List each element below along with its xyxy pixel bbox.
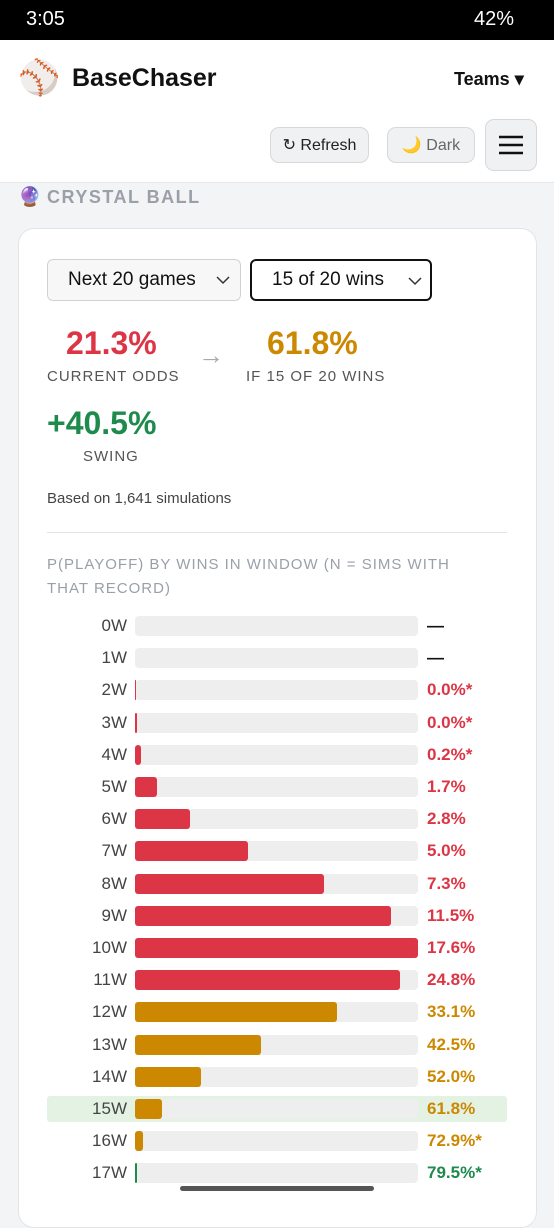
row-label: 2W (101, 680, 128, 700)
status-bar: 3:05 42% (0, 0, 554, 40)
bar (135, 712, 137, 733)
swing: +40.5% (47, 405, 157, 441)
bar-track (135, 1131, 418, 1152)
row-label: 0W (101, 616, 128, 635)
row-label: 17W (92, 1163, 127, 1183)
row-label: 11W (93, 970, 127, 990)
dark-button[interactable]: 🌙 Dark (387, 127, 475, 163)
odds: 0.2%* (427, 744, 473, 764)
current-label: CURRENT ODDS (47, 368, 180, 385)
row-label: 8W (101, 873, 128, 893)
odds: 5.0% (427, 841, 466, 861)
sim-note: Based on 1,641 simulations (47, 490, 232, 507)
row-label: 5W (101, 777, 128, 796)
chevron (216, 276, 230, 285)
chart-title: P(PLAYOFF) BY WINS IN WINDOW (N = SIMS W… (47, 556, 450, 597)
bar (135, 905, 392, 926)
odds: 24.8% (427, 970, 476, 990)
bar (135, 1034, 261, 1055)
arrow: → (198, 340, 224, 370)
bar-track (135, 712, 418, 733)
odds: — (427, 648, 444, 668)
bar-track (135, 777, 418, 797)
bar-track (135, 809, 418, 830)
row-label: 3W (101, 712, 128, 732)
odds: 72.9%* (427, 1131, 482, 1151)
odds: 42.5% (427, 1034, 476, 1054)
bar-track (135, 1099, 418, 1119)
bar (135, 970, 401, 991)
bar-track (135, 616, 418, 636)
row-label: 9W (101, 905, 128, 925)
row-label: 16W (92, 1131, 127, 1151)
window-select[interactable]: Next 20 games (47, 259, 241, 301)
odds: 52.0% (427, 1066, 476, 1086)
teams-menu[interactable]: Teams ▾ (454, 69, 524, 89)
menu-icon (499, 135, 523, 155)
odds: 7.3% (427, 873, 466, 893)
home-indicator (180, 1186, 374, 1191)
row-label: 15W (92, 1099, 127, 1118)
app-title: BaseChaser (72, 64, 217, 92)
menu-button[interactable] (485, 119, 537, 171)
refresh-button[interactable]: ↻ Refresh (270, 127, 369, 163)
odds: 11.5% (427, 905, 475, 925)
battery: 42% (474, 8, 515, 30)
bar-track (135, 1163, 418, 1184)
divider (47, 532, 507, 533)
time: 3:05 (26, 8, 65, 30)
window-text: Next 20 games (68, 269, 196, 290)
current-odds: 21.3% (66, 325, 157, 361)
bar (135, 777, 157, 797)
if-label: IF 15 OF 20 WINS (246, 368, 386, 385)
bar (135, 873, 324, 894)
odds: 61.8% (427, 1099, 476, 1118)
bar (135, 1163, 137, 1184)
bar (135, 1131, 143, 1152)
header: ⚾ BaseChaser Teams ▾ ↻ Refresh 🌙 Dark (0, 40, 554, 183)
bar (135, 1099, 162, 1119)
odds: 0.0%* (427, 680, 473, 700)
bar (135, 680, 136, 701)
row-label: 10W (92, 938, 127, 957)
section-icon: 🔮 (18, 187, 42, 208)
row-label: 6W (101, 809, 128, 829)
bar-track (135, 648, 418, 669)
odds: 2.8% (427, 809, 466, 829)
odds: 17.6% (427, 938, 476, 957)
bar-track (135, 1066, 418, 1087)
row-label: 7W (101, 841, 128, 861)
odds: 0.0%* (427, 712, 473, 732)
bar (135, 1066, 202, 1087)
row-label: 13W (92, 1034, 127, 1054)
swing-label: SWING (83, 448, 139, 465)
bar (135, 938, 418, 958)
row-label: 14W (92, 1066, 127, 1086)
row-label: 1W (101, 648, 128, 668)
odds: 33.1% (427, 1002, 476, 1022)
bar-track (135, 744, 418, 765)
bar (135, 1002, 337, 1023)
chevron (408, 277, 422, 286)
bar-track (135, 680, 418, 701)
bar (135, 841, 248, 862)
odds: — (427, 616, 444, 635)
if-odds: 61.8% (267, 325, 358, 361)
target-select[interactable]: 15 of 20 wins (250, 259, 432, 301)
bar (135, 809, 191, 830)
odds: 1.7% (427, 777, 466, 796)
section-title: CRYSTAL BALL (47, 187, 201, 207)
row-label: 12W (92, 1002, 127, 1022)
row-label: 4W (101, 744, 128, 764)
logo: ⚾ (18, 59, 61, 97)
target-text: 15 of 20 wins (272, 269, 384, 290)
odds: 79.5%* (427, 1163, 482, 1183)
bar (135, 744, 141, 765)
